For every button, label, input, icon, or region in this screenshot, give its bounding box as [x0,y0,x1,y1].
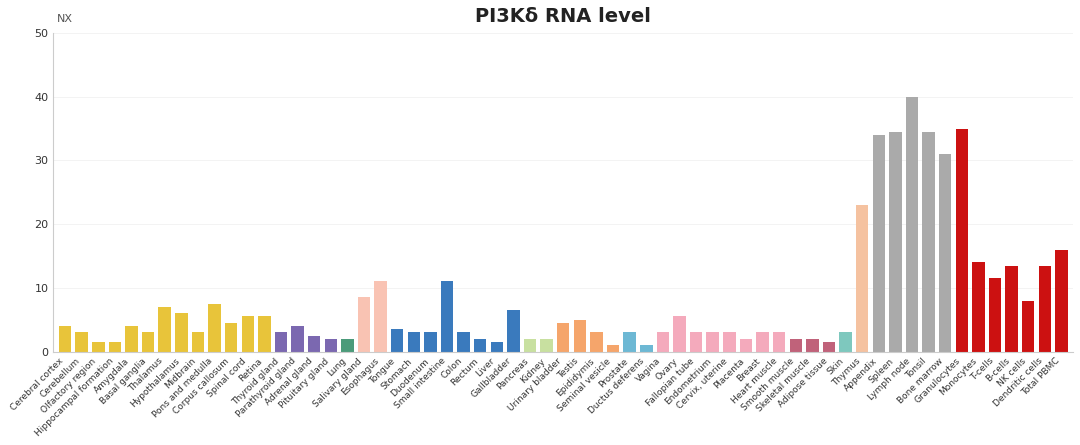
Bar [906,97,918,352]
Bar [159,307,171,352]
Bar [640,345,652,352]
Bar [706,332,719,352]
Bar [1039,266,1051,352]
Bar [341,339,353,352]
Text: NX: NX [57,13,72,24]
Bar [141,332,154,352]
Bar [839,332,852,352]
Bar [607,345,619,352]
Bar [740,339,752,352]
Bar [1055,250,1068,352]
Bar [375,281,387,352]
Bar [756,332,769,352]
Bar [690,332,702,352]
Bar [972,263,985,352]
Bar [856,205,868,352]
Bar [308,336,321,352]
Bar [823,342,835,352]
Bar [407,332,420,352]
Bar [357,297,370,352]
Bar [922,132,935,352]
Bar [109,342,121,352]
Bar [989,278,1001,352]
Bar [1005,266,1017,352]
Bar [76,332,87,352]
Bar [657,332,670,352]
Bar [424,332,436,352]
Bar [92,342,105,352]
Bar [175,313,188,352]
Bar [524,339,537,352]
Bar [1022,300,1035,352]
Bar [557,323,569,352]
Bar [623,332,636,352]
Bar [225,323,238,352]
Bar [391,329,404,352]
Bar [591,332,603,352]
Bar [208,304,220,352]
Bar [724,332,735,352]
Bar [125,326,138,352]
Bar [292,326,303,352]
Bar [474,339,486,352]
Bar [508,310,519,352]
Bar [441,281,454,352]
Bar [939,154,951,352]
Bar [58,326,71,352]
Bar [789,339,802,352]
Bar [873,135,885,352]
Bar [490,342,503,352]
Bar [573,320,586,352]
Title: PI3Kδ RNA level: PI3Kδ RNA level [475,7,651,26]
Bar [540,339,553,352]
Bar [458,332,470,352]
Bar [956,129,968,352]
Bar [242,316,254,352]
Bar [258,316,271,352]
Bar [773,332,785,352]
Bar [191,332,204,352]
Bar [324,339,337,352]
Bar [673,316,686,352]
Bar [889,132,902,352]
Bar [806,339,819,352]
Bar [274,332,287,352]
